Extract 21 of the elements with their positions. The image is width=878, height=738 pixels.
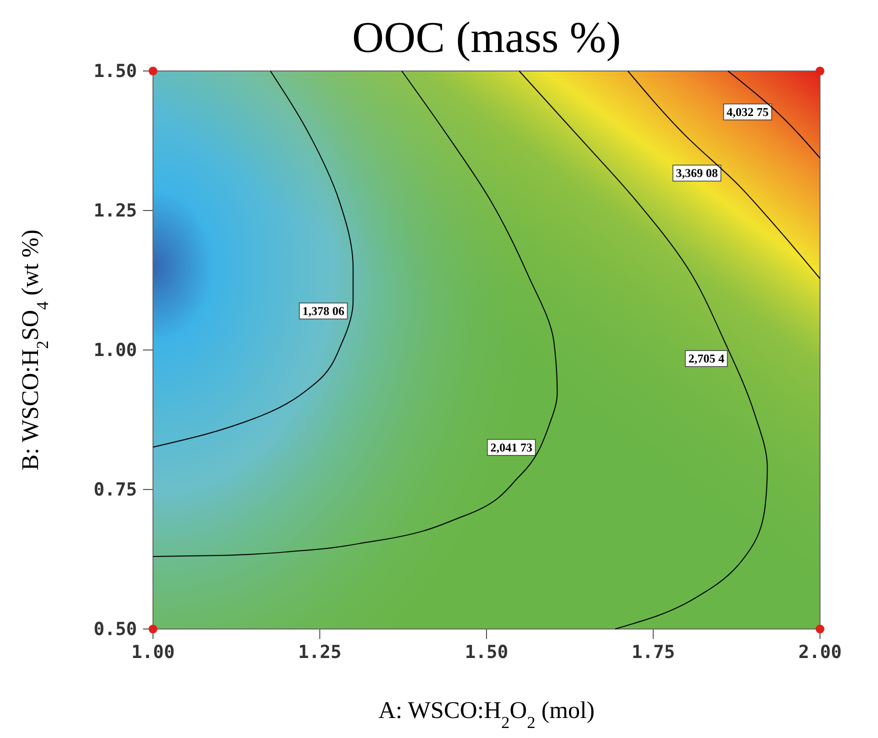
y-tick-label: 0.50 — [94, 618, 137, 640]
x-tick-label: 2.00 — [798, 642, 842, 663]
line-series — [152, 70, 558, 557]
x-tick-label: 1.75 — [632, 642, 675, 663]
y-tick-label: 1.50 — [94, 60, 137, 82]
x-tick-label: 1.00 — [131, 642, 175, 663]
series-label: 4,032 75 — [726, 104, 769, 119]
series-label: 3,369 08 — [676, 166, 718, 180]
line-series — [518, 70, 768, 630]
x-axis-title: A: WSCO:H$_{2}$O$_{2}$ (mol) — [378, 698, 595, 732]
x-tick-label: 1.50 — [464, 642, 508, 663]
x-tick-label: 1.25 — [298, 642, 342, 663]
series-label: 2,705 4 — [688, 352, 724, 366]
y-tick-label: 1.00 — [94, 340, 137, 361]
series-label: 1,378 06 — [302, 304, 344, 318]
series-label: 2,041 73 — [490, 440, 532, 454]
line-series — [627, 70, 820, 280]
chart-title: OOC (mass %) — [352, 13, 621, 62]
y-tick-label: 0.75 — [94, 479, 137, 500]
line-series — [152, 70, 354, 448]
y-tick-label: 1.25 — [94, 200, 137, 222]
